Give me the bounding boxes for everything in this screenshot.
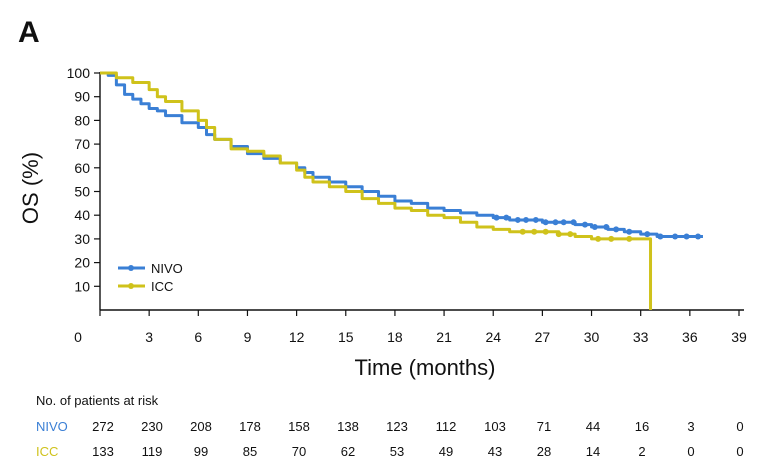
risk-value-nivo: 208 [190,419,212,434]
risk-value-icc: 99 [194,444,208,459]
legend-icc-label: ICC [151,279,173,294]
nivo-censor-marker [613,226,620,233]
risk-value-nivo: 16 [635,419,649,434]
x-tick-label: 27 [535,329,551,345]
risk-value-icc: 28 [537,444,551,459]
legend: NIVO ICC [118,261,183,294]
x-tick-label: 30 [584,329,600,345]
icc-censor-marker [595,235,602,242]
x-tick-label: 21 [436,329,452,345]
nivo-censor-marker [542,219,549,226]
risk-row-label-nivo: NIVO [36,419,68,434]
nivo-censor-marker [560,219,567,226]
risk-table-title: No. of patients at risk [36,393,159,408]
legend-nivo-label: NIVO [151,261,183,276]
risk-value-nivo: 71 [537,419,551,434]
panel-label: A [18,16,40,49]
nivo-censor-marker [532,216,539,223]
nivo-censor-marker [695,233,702,240]
risk-row-label-icc: ICC [36,444,58,459]
nivo-censor-marker [514,216,521,223]
x-tick-label: 18 [387,329,403,345]
icc-censor-marker [567,231,574,238]
icc-censor-marker [519,228,526,235]
nivo-censor-marker [603,224,610,231]
legend-icc-marker [128,283,134,289]
y-tick-label: 10 [74,278,90,294]
x-tick-label: 24 [485,329,501,345]
risk-value-nivo: 272 [92,419,114,434]
y-tick-label: 60 [74,160,90,176]
y-axis-label: OS (%) [18,152,43,224]
risk-value-nivo: 44 [586,419,600,434]
y-tick-label: 100 [67,65,91,81]
risk-value-nivo: 103 [484,419,506,434]
risk-value-icc: 53 [390,444,404,459]
y-tick-label: 70 [74,136,90,152]
nivo-censor-marker [493,214,500,221]
risk-value-icc: 49 [439,444,453,459]
risk-value-icc: 43 [488,444,502,459]
risk-value-nivo: 0 [736,419,743,434]
risk-value-nivo: 123 [386,419,408,434]
nivo-censor-marker [503,214,510,221]
icc-censor-marker [542,228,549,235]
y-tick-label: 80 [74,112,90,128]
icc-censor-marker [531,228,538,235]
risk-value-icc: 133 [92,444,114,459]
icc-censor-marker [555,231,562,238]
x-tick-label: 9 [244,329,252,345]
y-tick-label: 90 [74,89,90,105]
nivo-censor-marker [644,231,651,238]
x-axis-label: Time (months) [355,355,496,380]
risk-value-nivo: 3 [687,419,694,434]
risk-value-nivo: 138 [337,419,359,434]
x-tick-label: 36 [682,329,698,345]
risk-value-icc: 2 [638,444,645,459]
risk-value-nivo: 112 [436,419,457,434]
risk-value-icc: 85 [243,444,257,459]
y-tick-label: 20 [74,255,90,271]
nivo-censor-marker [523,216,529,223]
nivo-censor-marker [552,219,559,226]
risk-value-icc: 14 [586,444,600,459]
risk-value-nivo: 158 [288,419,310,434]
risk-value-icc: 62 [341,444,355,459]
y-tick-label: 40 [74,207,90,223]
y-tick-label: 30 [74,231,90,247]
x-tick-label: 12 [289,329,305,345]
nivo-curve [100,71,703,239]
x-tick-label: 39 [731,329,747,345]
nivo-censor-marker [570,219,577,226]
y-ticks: 10 20 30 40 50 60 70 80 90 100 [67,65,100,294]
nivo-censor-marker [581,221,588,228]
x-tick-label: 3 [145,329,153,345]
risk-value-nivo: 230 [141,419,163,434]
x-tick-label: 33 [633,329,649,345]
x-ticks: 0 3 6 9 12 15 18 21 24 27 30 33 36 39 [74,310,747,345]
series-layer [100,71,703,310]
nivo-censor-marker [626,228,633,235]
risk-value-icc: 119 [142,444,163,459]
x-tick-label: 6 [194,329,202,345]
risk-table: NIVO 272 230 208 178 158 138 123 112 103 71 44 16 3 0 I… [36,419,744,459]
nivo-censor-marker [591,224,598,231]
x-tick-label: 15 [338,329,354,345]
risk-value-icc: 0 [736,444,743,459]
legend-nivo-marker [128,265,134,271]
icc-censor-marker [608,235,615,242]
risk-value-icc: 0 [687,444,694,459]
risk-value-icc: 70 [292,444,306,459]
y-tick-label: 50 [74,184,90,200]
icc-censor-marker [626,235,633,242]
risk-value-nivo: 178 [239,419,261,434]
nivo-censor-marker [657,233,664,240]
x-tick-label: 0 [74,329,82,345]
nivo-censor-marker [672,233,679,240]
nivo-censor-marker [683,233,690,240]
